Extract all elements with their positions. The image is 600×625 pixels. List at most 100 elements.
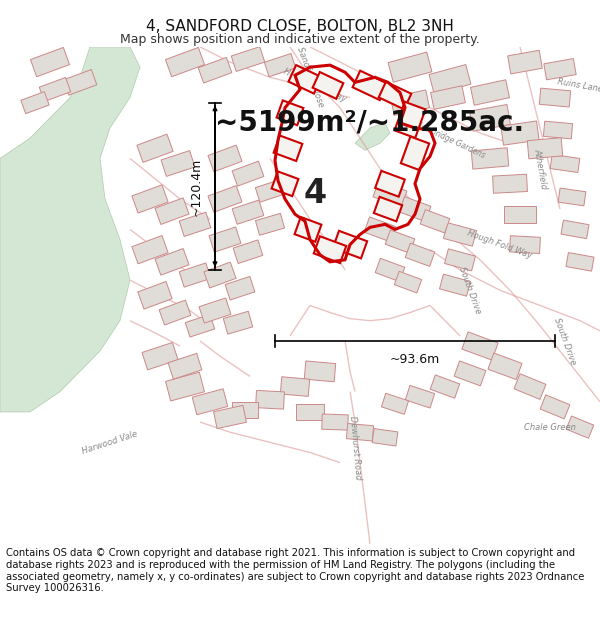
Bar bbox=[443, 222, 476, 246]
Bar bbox=[63, 69, 97, 95]
Bar bbox=[209, 227, 241, 252]
Bar bbox=[445, 249, 475, 271]
Bar bbox=[493, 174, 527, 193]
Bar bbox=[132, 185, 168, 213]
Bar bbox=[179, 263, 211, 287]
Bar bbox=[214, 406, 247, 429]
Bar bbox=[471, 148, 509, 169]
Bar bbox=[256, 391, 284, 409]
Bar bbox=[566, 253, 594, 271]
Bar bbox=[304, 361, 336, 382]
Bar bbox=[375, 171, 405, 197]
Bar bbox=[138, 281, 172, 309]
Bar bbox=[540, 395, 570, 419]
Text: South Drive: South Drive bbox=[457, 266, 482, 315]
Bar bbox=[161, 151, 195, 176]
Text: Ruins Lane: Ruins Lane bbox=[557, 77, 600, 94]
Bar bbox=[394, 271, 422, 293]
Bar bbox=[514, 374, 546, 399]
Text: Map shows position and indicative extent of the property.: Map shows position and indicative extent… bbox=[120, 34, 480, 46]
Bar bbox=[289, 65, 322, 94]
Text: Hough Fold Way: Hough Fold Way bbox=[466, 229, 533, 261]
Bar bbox=[166, 48, 205, 77]
Text: Sandford Close: Sandford Close bbox=[295, 46, 325, 109]
Text: 4, SANDFORD CLOSE, BOLTON, BL2 3NH: 4, SANDFORD CLOSE, BOLTON, BL2 3NH bbox=[146, 19, 454, 34]
Bar bbox=[232, 161, 264, 186]
Bar bbox=[544, 59, 576, 80]
Bar bbox=[256, 179, 284, 202]
Polygon shape bbox=[0, 47, 140, 412]
Bar bbox=[208, 145, 242, 172]
Bar bbox=[21, 92, 49, 114]
Bar bbox=[401, 136, 429, 170]
Bar bbox=[274, 136, 302, 161]
Bar bbox=[504, 206, 536, 222]
Bar bbox=[159, 300, 191, 325]
Bar bbox=[39, 78, 71, 101]
Bar bbox=[231, 47, 265, 71]
Bar bbox=[561, 220, 589, 239]
Bar bbox=[454, 361, 486, 386]
Bar bbox=[168, 353, 202, 379]
Bar bbox=[185, 314, 215, 337]
Bar bbox=[375, 258, 405, 282]
Text: ~93.6m: ~93.6m bbox=[390, 352, 440, 366]
Text: Hough Fold Way: Hough Fold Way bbox=[282, 67, 348, 104]
Text: ~120.4m: ~120.4m bbox=[190, 158, 203, 216]
Bar bbox=[132, 236, 168, 264]
Text: Harwood Vale: Harwood Vale bbox=[81, 429, 139, 456]
Text: Contains OS data © Crown copyright and database right 2021. This information is : Contains OS data © Crown copyright and d… bbox=[6, 549, 584, 593]
Bar bbox=[527, 138, 563, 159]
Text: ~5199m²/~1.285ac.: ~5199m²/~1.285ac. bbox=[215, 109, 524, 137]
Bar bbox=[265, 54, 296, 77]
Bar bbox=[31, 48, 70, 77]
Polygon shape bbox=[355, 123, 390, 150]
Text: 4: 4 bbox=[304, 177, 326, 211]
Bar bbox=[373, 181, 407, 208]
Bar bbox=[296, 404, 324, 420]
Bar bbox=[208, 186, 242, 213]
Bar bbox=[223, 311, 253, 334]
Bar bbox=[225, 276, 255, 300]
Bar bbox=[388, 52, 432, 82]
Bar bbox=[430, 375, 460, 398]
Bar bbox=[204, 262, 236, 288]
Bar bbox=[395, 102, 425, 138]
Bar bbox=[429, 64, 471, 94]
Bar bbox=[399, 197, 431, 222]
Bar bbox=[382, 393, 409, 414]
Text: South Drive: South Drive bbox=[553, 316, 578, 366]
Bar bbox=[272, 171, 298, 196]
Bar bbox=[353, 71, 388, 100]
Bar bbox=[137, 134, 173, 162]
Text: Newbridge Gardens: Newbridge Gardens bbox=[414, 120, 486, 160]
Bar bbox=[322, 414, 348, 430]
Bar bbox=[295, 217, 322, 242]
Bar bbox=[192, 389, 228, 415]
Bar bbox=[142, 342, 178, 370]
Bar bbox=[280, 377, 310, 396]
Bar bbox=[277, 101, 304, 125]
Bar bbox=[198, 58, 232, 83]
Bar bbox=[232, 200, 264, 224]
Bar bbox=[431, 86, 466, 109]
Bar bbox=[333, 231, 367, 258]
Bar bbox=[372, 429, 398, 446]
Bar bbox=[566, 416, 594, 438]
Bar bbox=[405, 243, 435, 266]
Bar bbox=[374, 197, 402, 221]
Bar bbox=[558, 188, 586, 206]
Bar bbox=[440, 274, 470, 296]
Bar bbox=[539, 88, 571, 107]
Bar bbox=[462, 332, 498, 360]
Bar bbox=[179, 213, 211, 236]
Bar bbox=[550, 154, 580, 173]
Bar bbox=[313, 72, 343, 99]
Bar bbox=[199, 298, 231, 323]
Bar bbox=[420, 209, 450, 233]
Bar bbox=[470, 104, 511, 131]
Bar bbox=[233, 240, 263, 264]
Bar bbox=[314, 236, 346, 263]
Bar bbox=[488, 353, 522, 379]
Bar bbox=[256, 213, 284, 235]
